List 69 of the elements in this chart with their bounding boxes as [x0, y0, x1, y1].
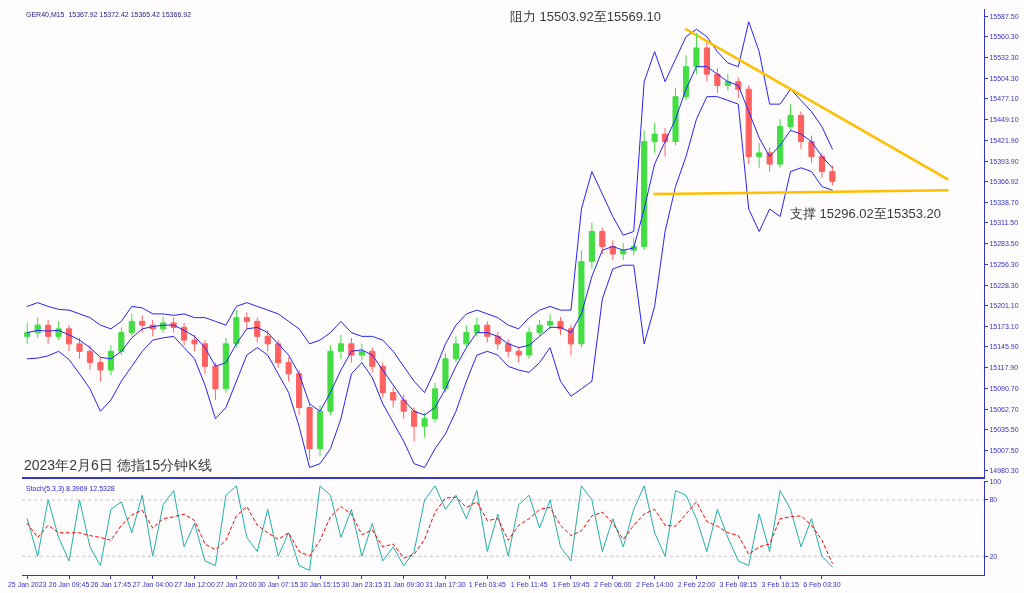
candlestick: [379, 362, 386, 399]
candlestick: [463, 324, 470, 349]
annotation: 阻力 15503.92至15569.10: [510, 9, 662, 24]
candlestick: [703, 42, 710, 83]
candlestick: [588, 222, 595, 270]
candlestick: [86, 344, 94, 371]
candlestick: [421, 412, 428, 438]
candlestick: [818, 152, 825, 179]
candlestick: [484, 320, 491, 343]
candlestick: [672, 87, 679, 146]
candlestick: [724, 73, 731, 92]
candlestick: [546, 313, 554, 330]
candlestick: [505, 338, 512, 358]
candlestick: [808, 135, 815, 164]
candlestick: [128, 313, 135, 337]
candlestick: [337, 334, 344, 360]
candlestick: [34, 317, 41, 339]
candlestick: [452, 335, 460, 364]
candlestick: [306, 403, 313, 461]
candlestick: [139, 314, 146, 334]
candlestick: [264, 329, 271, 352]
candlestick: [212, 362, 219, 401]
candlestick: [316, 404, 324, 457]
annotation: 2023年2月6日 德指15分钟K线: [24, 457, 212, 473]
candlestick: [296, 369, 303, 416]
candlestick: [494, 331, 501, 351]
candlestick: [285, 356, 292, 382]
candlestick: [756, 142, 763, 169]
line-series: [26, 496, 833, 564]
candlestick: [358, 343, 365, 361]
candlestick: [651, 122, 658, 154]
line-series: [26, 485, 833, 571]
candlestick: [536, 319, 543, 337]
candlestick: [714, 67, 721, 94]
candlestick: [829, 165, 836, 186]
candlestick: [327, 344, 334, 416]
candlestick: [254, 317, 261, 343]
candlestick: [526, 326, 533, 360]
candlestick: [275, 339, 282, 369]
candlestick: [578, 249, 585, 349]
candlestick: [390, 386, 397, 409]
candlestick: [777, 118, 784, 169]
candlestick: [222, 337, 229, 394]
candlestick: [787, 103, 794, 131]
candlestick: [65, 324, 73, 352]
candlestick: [243, 311, 250, 330]
candlestick: [431, 382, 439, 424]
candlestick: [515, 346, 522, 364]
candlestick: [107, 344, 114, 376]
candlestick: [797, 111, 805, 150]
candlestick: [411, 407, 418, 442]
candlestick: [567, 324, 575, 356]
candlestick: [191, 334, 198, 352]
candlestick: [641, 129, 648, 251]
candlestick: [97, 356, 104, 382]
candlestick: [76, 337, 83, 360]
candlestick: [682, 54, 690, 101]
annotation: 支撑 15296.02至15353.20: [790, 206, 942, 221]
candlestick: [201, 339, 209, 375]
candlestick: [118, 326, 125, 356]
candlestick: [620, 242, 627, 261]
candlestick: [599, 227, 606, 255]
candlestick: [693, 32, 700, 75]
candlestick: [473, 317, 480, 337]
candlestick: [400, 394, 407, 420]
candlestick: [233, 309, 240, 349]
candlestick: [442, 352, 449, 394]
candlestick: [745, 84, 752, 165]
candlestick: [24, 322, 31, 345]
